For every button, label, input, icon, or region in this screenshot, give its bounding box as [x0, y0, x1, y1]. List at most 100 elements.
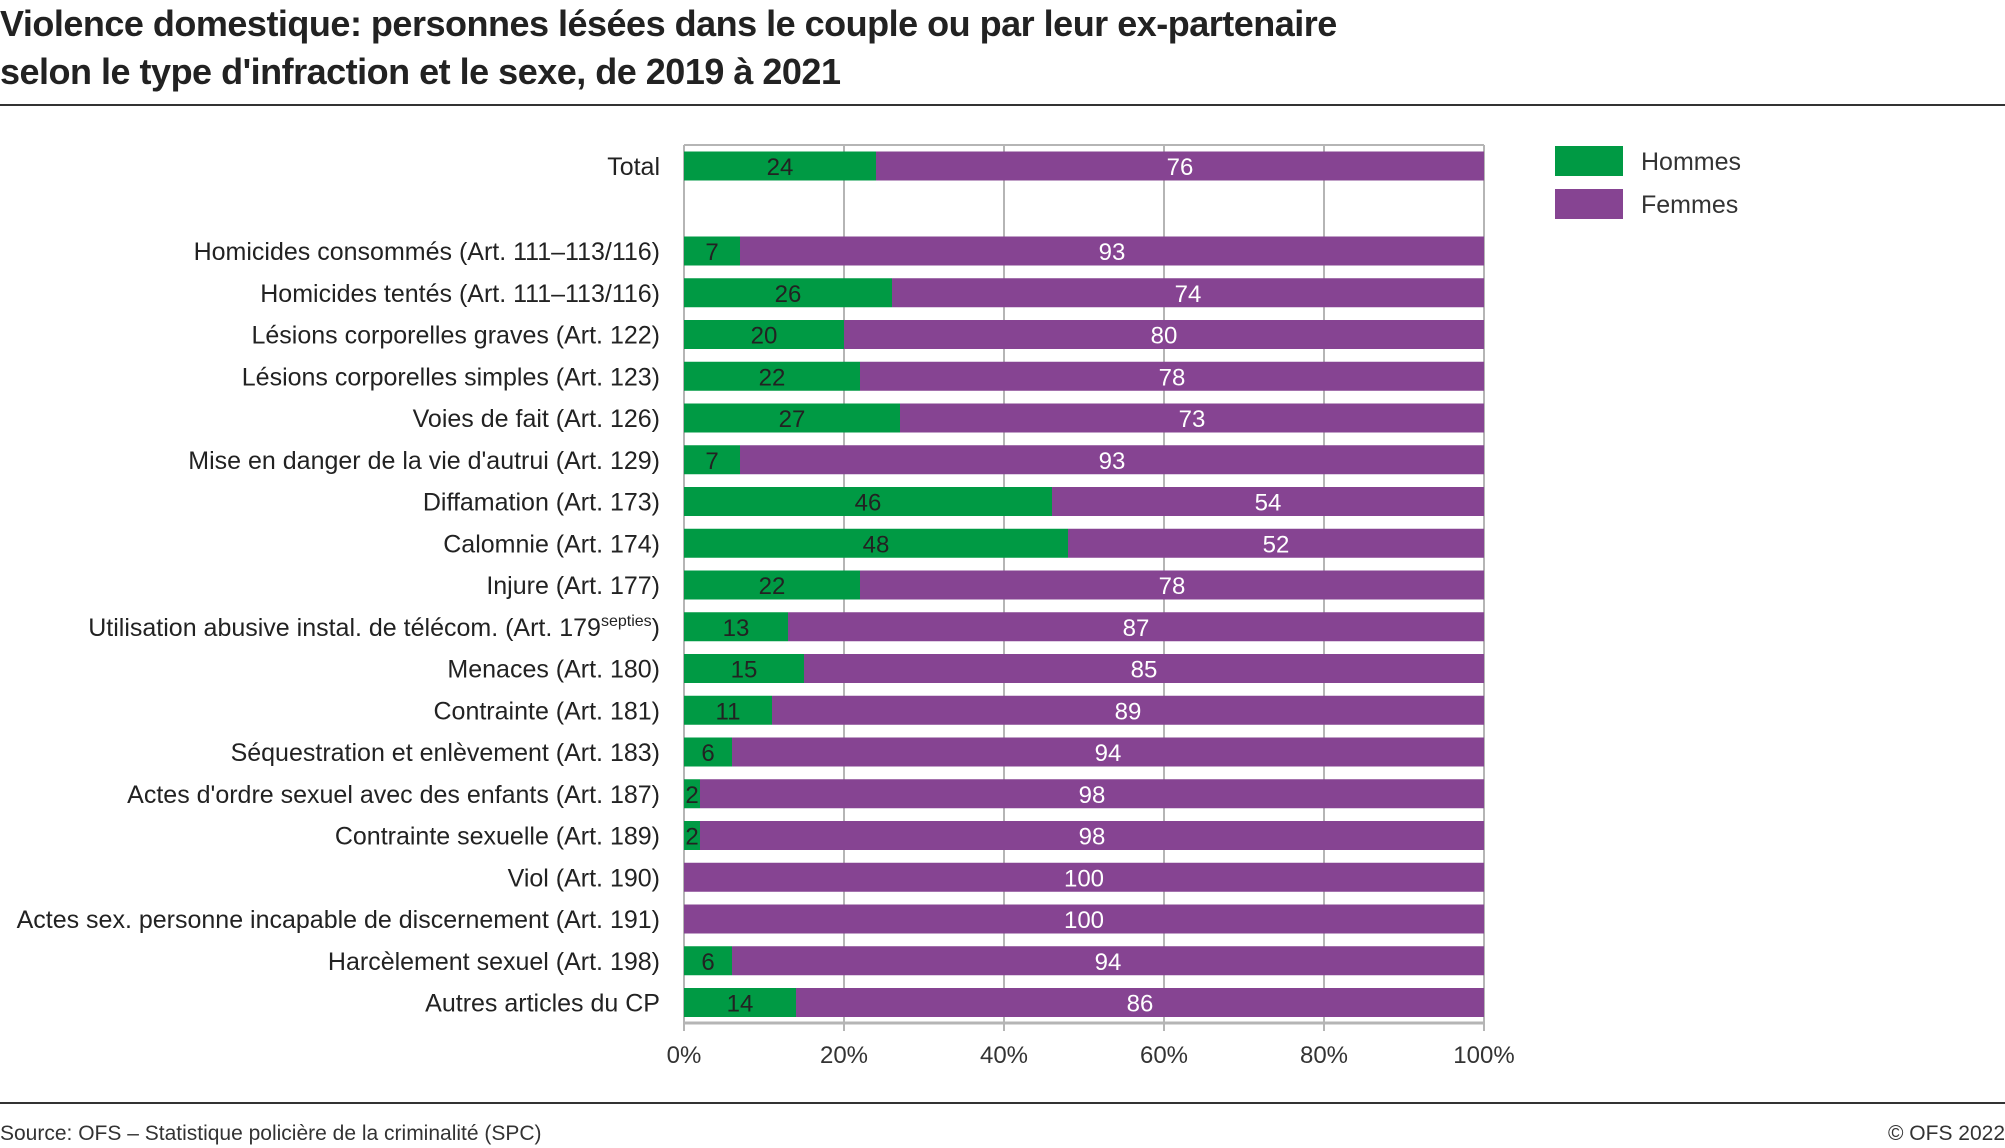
footer-divider — [0, 1102, 2005, 1104]
data-label: 22 — [759, 573, 786, 600]
legend-label: Hommes — [1641, 148, 1741, 176]
data-label: 76 — [1167, 154, 1194, 181]
x-tick-label: 0% — [667, 1042, 702, 1069]
data-label: 94 — [1095, 740, 1122, 767]
bar-femmes — [772, 695, 1484, 725]
data-label: 98 — [1079, 782, 1106, 809]
bar-hommes — [684, 487, 1052, 516]
title-divider — [0, 104, 2005, 106]
legend-swatch-femmes — [1555, 189, 1623, 219]
bar-hommes — [684, 779, 700, 809]
category-label: Voies de fait (Art. 126) — [413, 405, 660, 433]
x-tick-label: 100% — [1453, 1042, 1514, 1069]
bar-hommes — [684, 320, 844, 349]
copyright: © OFS 2022 — [1887, 1122, 2005, 1145]
bar-femmes — [892, 278, 1484, 308]
bar-hommes — [684, 821, 700, 850]
category-label: Harcèlement sexuel (Art. 198) — [328, 948, 660, 976]
data-label: 78 — [1159, 573, 1186, 600]
data-label: 86 — [1127, 991, 1154, 1018]
data-label: 48 — [863, 531, 890, 558]
data-label: 27 — [779, 406, 806, 433]
data-label: 52 — [1263, 531, 1290, 558]
bar-femmes — [700, 779, 1484, 809]
category-label: Injure (Art. 177) — [486, 572, 660, 600]
bar-femmes — [796, 988, 1484, 1017]
bar-femmes — [740, 236, 1484, 266]
data-label: 11 — [716, 698, 741, 725]
bar-hommes — [684, 695, 772, 725]
category-label: Lésions corporelles graves (Art. 122) — [251, 322, 660, 350]
category-label: Viol (Art. 190) — [508, 864, 660, 892]
source-note: Source: OFS – Statistique policière de l… — [0, 1122, 542, 1145]
x-tick-label: 40% — [980, 1042, 1028, 1069]
bar-hommes — [684, 946, 732, 976]
bar-hommes — [684, 445, 740, 475]
bar-femmes — [1068, 528, 1484, 558]
legend-label: Femmes — [1641, 191, 1738, 219]
data-label: 22 — [759, 364, 786, 391]
data-label: 2 — [685, 824, 698, 851]
bar-femmes — [900, 403, 1484, 433]
bar-hommes — [684, 403, 900, 433]
data-label: 2 — [685, 782, 698, 809]
data-label: 93 — [1099, 448, 1126, 475]
category-label: Diffamation (Art. 173) — [423, 489, 660, 517]
data-label: 26 — [775, 281, 802, 308]
bar-hommes — [684, 612, 788, 642]
category-label: Menaces (Art. 180) — [447, 656, 660, 684]
data-label: 93 — [1099, 239, 1126, 266]
data-label: 24 — [767, 154, 794, 181]
bar-hommes — [684, 278, 892, 308]
x-tick-label: 20% — [820, 1042, 868, 1069]
bar-femmes — [804, 654, 1484, 683]
category-label: Autres articles du CP — [425, 990, 660, 1018]
category-label: Actes d'ordre sexuel avec des enfants (A… — [127, 781, 660, 809]
data-label: 89 — [1115, 698, 1142, 725]
category-label: Lésions corporelles simples (Art. 123) — [242, 363, 660, 391]
data-label: 15 — [731, 657, 758, 684]
bar-femmes — [788, 612, 1484, 642]
category-label: Calomnie (Art. 174) — [443, 530, 660, 558]
data-label: 14 — [727, 991, 754, 1018]
bar-femmes — [844, 320, 1484, 349]
category-label: Homicides tentés (Art. 111–113/116) — [260, 280, 660, 308]
bar-hommes — [684, 361, 860, 391]
data-label: 54 — [1255, 490, 1282, 517]
data-label: 100 — [1064, 907, 1104, 934]
bar-femmes — [1052, 487, 1484, 516]
bar-femmes — [732, 737, 1484, 767]
category-label: Homicides consommés (Art. 111–113/116) — [194, 238, 660, 266]
category-label: Contrainte sexuelle (Art. 189) — [335, 823, 660, 851]
data-label: 7 — [705, 239, 718, 266]
bar-femmes — [876, 151, 1484, 181]
bar-femmes — [700, 821, 1484, 850]
category-label: Contrainte (Art. 181) — [434, 697, 661, 725]
bar-hommes — [684, 151, 876, 181]
bar-hommes — [684, 654, 804, 683]
data-label: 98 — [1079, 824, 1106, 851]
x-tick-label: 80% — [1300, 1042, 1348, 1069]
legend-swatch-hommes — [1555, 146, 1623, 176]
category-label: Séquestration et enlèvement (Art. 183) — [231, 739, 660, 767]
bar-hommes — [684, 737, 732, 767]
bar-femmes — [684, 862, 1484, 892]
bar-hommes — [684, 570, 860, 600]
bar-hommes — [684, 528, 1068, 558]
data-label: 13 — [723, 615, 750, 642]
data-label: 100 — [1064, 865, 1104, 892]
category-label: Actes sex. personne incapable de discern… — [17, 906, 660, 934]
data-label: 7 — [705, 448, 718, 475]
bar-hommes — [684, 236, 740, 266]
data-label: 94 — [1095, 949, 1122, 976]
data-label: 46 — [855, 490, 882, 517]
chart-title: Violence domestique: personnes lésées da… — [0, 0, 1337, 96]
bar-femmes — [860, 361, 1484, 391]
data-label: 6 — [701, 949, 714, 976]
data-label: 20 — [751, 323, 778, 350]
data-label: 85 — [1131, 657, 1158, 684]
x-tick-label: 60% — [1140, 1042, 1188, 1069]
bar-femmes — [684, 904, 1484, 934]
data-label: 87 — [1123, 615, 1150, 642]
